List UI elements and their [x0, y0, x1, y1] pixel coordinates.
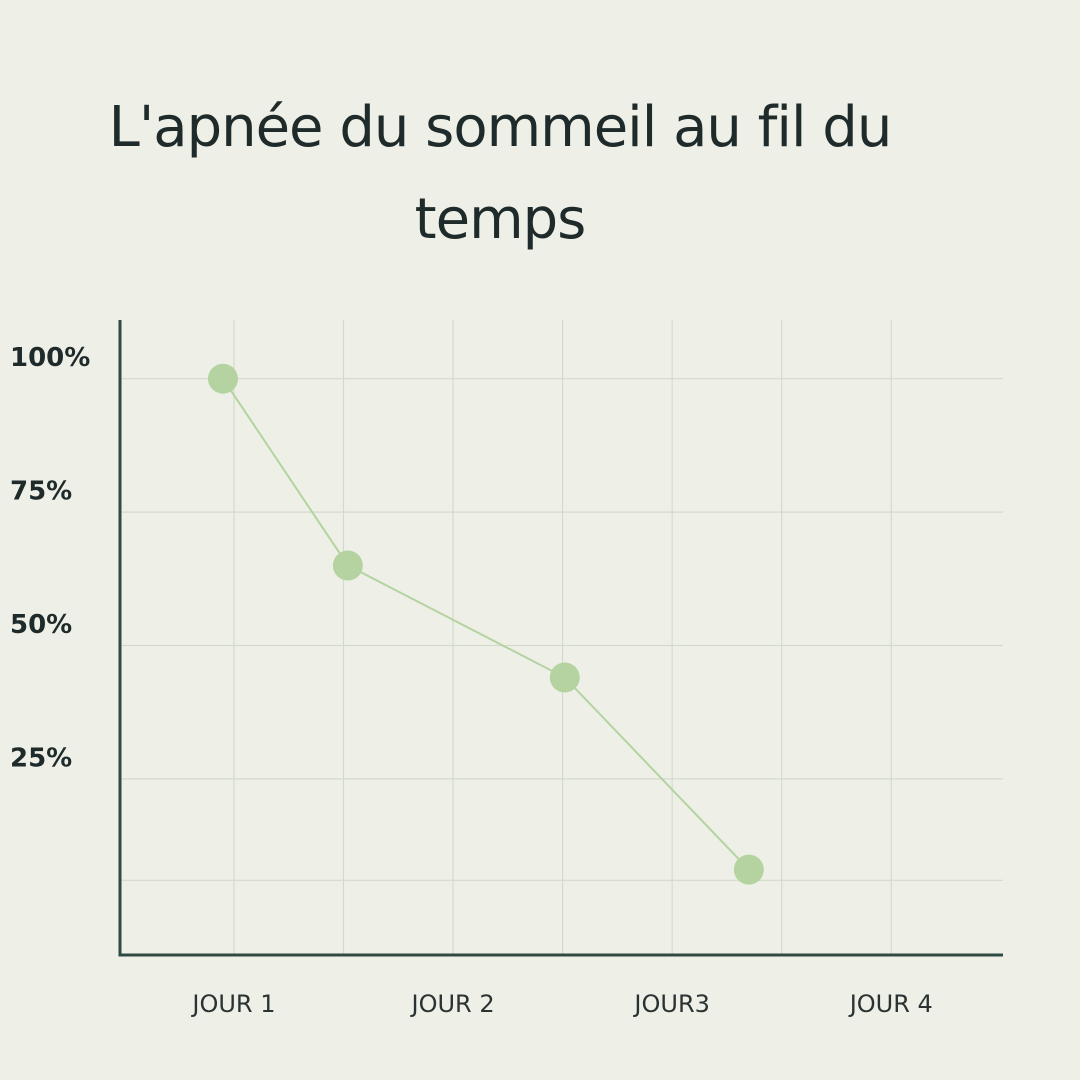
data-point: [207, 363, 238, 394]
x-tick-label: JOUR3: [632, 990, 709, 1018]
x-tick-label: JOUR 4: [848, 990, 933, 1018]
y-tick-label: 100%: [10, 343, 90, 373]
chart-title: L'apnée du sommeil au fil du temps: [108, 95, 893, 252]
series-line: [222, 378, 750, 871]
y-tick-label: 75%: [10, 477, 72, 507]
y-tick-label: 25%: [10, 743, 72, 773]
data-point: [549, 662, 580, 693]
y-tick-label: 50%: [10, 610, 72, 640]
data-point: [733, 854, 764, 885]
axis: [118, 320, 1003, 957]
data-point: [332, 550, 363, 581]
x-tick-label: JOUR 1: [190, 990, 275, 1018]
x-tick-label: JOUR 2: [409, 990, 494, 1018]
